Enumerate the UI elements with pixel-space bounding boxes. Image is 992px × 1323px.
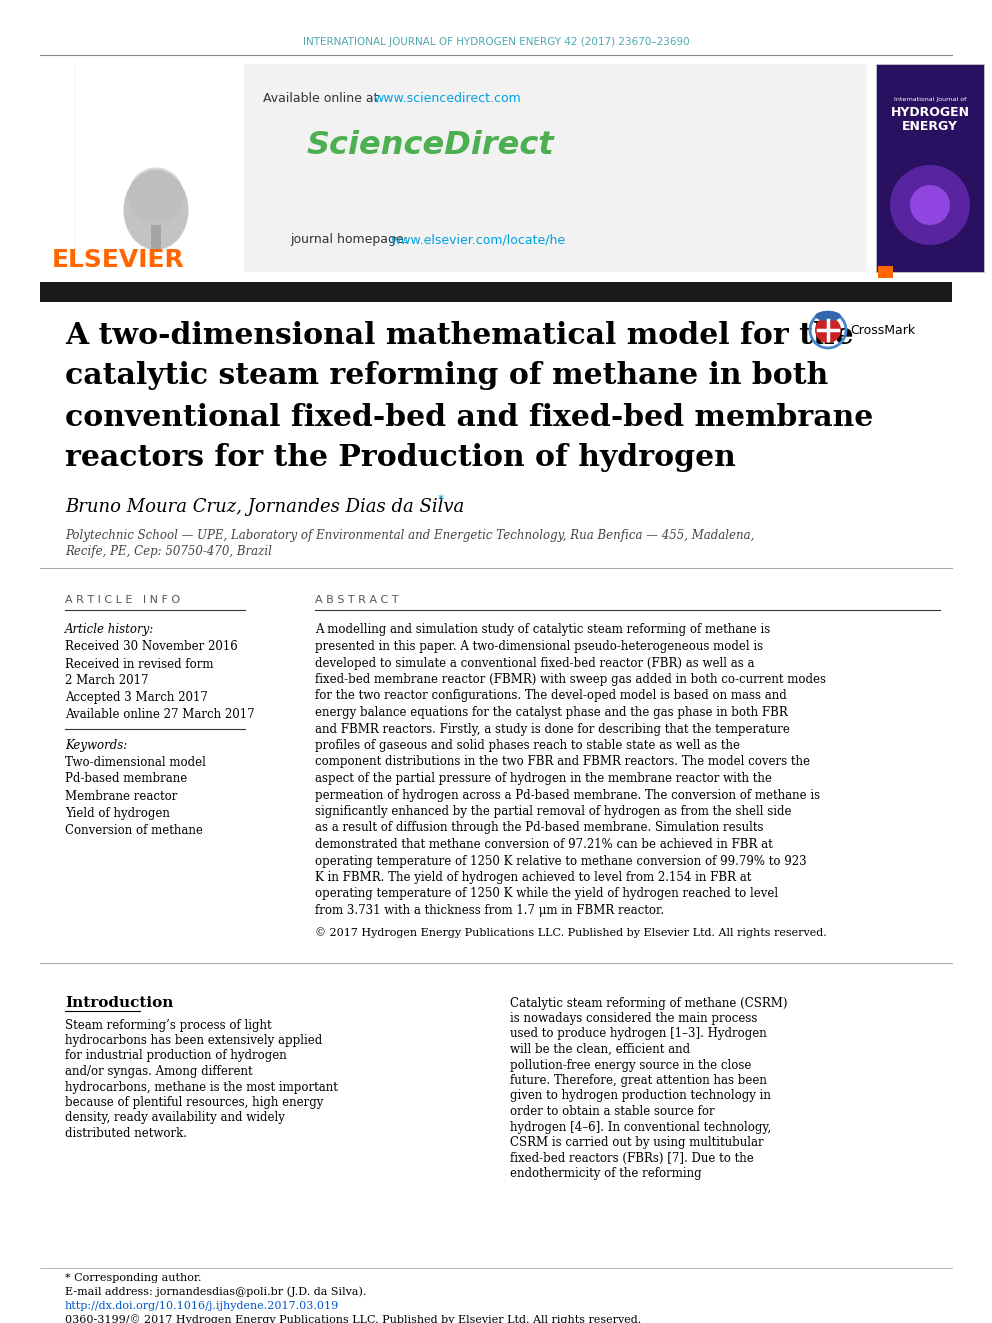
Text: ScienceDirect: ScienceDirect [307,130,554,160]
Text: Two-dimensional model: Two-dimensional model [65,755,206,769]
Text: energy balance equations for the catalyst phase and the gas phase in both FBR: energy balance equations for the catalys… [315,706,788,718]
Text: www.sciencedirect.com: www.sciencedirect.com [373,91,521,105]
Text: Received 30 November 2016: Received 30 November 2016 [65,640,238,654]
Text: component distributions in the two FBR and FBMR reactors. The model covers the: component distributions in the two FBR a… [315,755,810,769]
Text: CrossMark: CrossMark [850,324,916,336]
Ellipse shape [890,165,970,245]
Text: and FBMR reactors. Firstly, a study is done for describing that the temperature: and FBMR reactors. Firstly, a study is d… [315,722,790,736]
Text: developed to simulate a conventional fixed-bed reactor (FBR) as well as a: developed to simulate a conventional fix… [315,656,755,669]
Text: A modelling and simulation study of catalytic steam reforming of methane is: A modelling and simulation study of cata… [315,623,770,636]
Ellipse shape [910,185,950,225]
Text: International Journal of: International Journal of [894,98,966,102]
Text: because of plentiful resources, high energy: because of plentiful resources, high ene… [65,1095,323,1109]
Text: CSRM is carried out by using multitubular: CSRM is carried out by using multitubula… [510,1136,764,1148]
Text: endothermicity of the reforming: endothermicity of the reforming [510,1167,701,1180]
Text: reactors for the Production of hydrogen: reactors for the Production of hydrogen [65,443,736,472]
Text: www.elsevier.com/locate/he: www.elsevier.com/locate/he [390,233,565,246]
Text: http://dx.doi.org/10.1016/j.ijhydene.2017.03.019: http://dx.doi.org/10.1016/j.ijhydene.201… [65,1301,339,1311]
Ellipse shape [129,168,184,222]
Text: distributed network.: distributed network. [65,1127,187,1140]
Text: * Corresponding author.: * Corresponding author. [65,1273,201,1283]
Text: journal homepage:: journal homepage: [290,233,412,246]
Text: pollution-free energy source in the close: pollution-free energy source in the clos… [510,1058,751,1072]
Text: E-mail address: jornandesdias@poli.br (J.D. da Silva).: E-mail address: jornandesdias@poli.br (J… [65,1287,366,1298]
Text: conventional fixed-bed and fixed-bed membrane: conventional fixed-bed and fixed-bed mem… [65,402,873,431]
Text: fixed-bed reactors (FBRs) [7]. Due to the: fixed-bed reactors (FBRs) [7]. Due to th… [510,1151,754,1164]
Text: Bruno Moura Cruz, Jornandes Dias da Silva: Bruno Moura Cruz, Jornandes Dias da Silv… [65,497,464,516]
FancyBboxPatch shape [75,64,867,273]
Text: hydrocarbons has been extensively applied: hydrocarbons has been extensively applie… [65,1035,322,1046]
Text: Yield of hydrogen: Yield of hydrogen [65,807,170,819]
Text: and/or syngas. Among different: and/or syngas. Among different [65,1065,253,1078]
Text: profiles of gaseous and solid phases reach to stable state as well as the: profiles of gaseous and solid phases rea… [315,740,740,751]
Text: 0360-3199/© 2017 Hydrogen Energy Publications LLC. Published by Elsevier Ltd. Al: 0360-3199/© 2017 Hydrogen Energy Publica… [65,1315,641,1323]
Circle shape [815,318,841,343]
Ellipse shape [815,311,841,321]
Text: given to hydrogen production technology in: given to hydrogen production technology … [510,1090,771,1102]
Ellipse shape [123,169,188,250]
Text: Available online at: Available online at [263,91,383,105]
Text: Recife, PE, Cep: 50750-470, Brazil: Recife, PE, Cep: 50750-470, Brazil [65,545,272,558]
Text: from 3.731 with a thickness from 1.7 μm in FBMR reactor.: from 3.731 with a thickness from 1.7 μm … [315,904,664,917]
Text: Conversion of methane: Conversion of methane [65,823,203,836]
Text: for industrial production of hydrogen: for industrial production of hydrogen [65,1049,287,1062]
Text: A two-dimensional mathematical model for the: A two-dimensional mathematical model for… [65,320,854,349]
Text: Catalytic steam reforming of methane (CSRM): Catalytic steam reforming of methane (CS… [510,996,788,1009]
Text: Article history:: Article history: [65,623,154,636]
Text: aspect of the partial pressure of hydrogen in the membrane reactor with the: aspect of the partial pressure of hydrog… [315,773,772,785]
Text: hydrogen [4–6]. In conventional technology,: hydrogen [4–6]. In conventional technolo… [510,1121,771,1134]
FancyBboxPatch shape [40,282,952,302]
Text: is nowadays considered the main process: is nowadays considered the main process [510,1012,757,1025]
Bar [151,225,161,250]
Text: Steam reforming’s process of light: Steam reforming’s process of light [65,1019,272,1032]
Text: presented in this paper. A two-dimensional pseudo-heterogeneous model is: presented in this paper. A two-dimension… [315,640,763,654]
Text: as a result of diffusion through the Pd-based membrane. Simulation results: as a result of diffusion through the Pd-… [315,822,764,835]
Bar [878,266,893,278]
Text: demonstrated that methane conversion of 97.21% can be achieved in FBR at: demonstrated that methane conversion of … [315,837,773,851]
Text: will be the clean, efficient and: will be the clean, efficient and [510,1043,690,1056]
Text: Pd-based membrane: Pd-based membrane [65,773,187,786]
Text: Polytechnic School — UPE, Laboratory of Environmental and Energetic Technology, : Polytechnic School — UPE, Laboratory of … [65,528,754,541]
Text: operating temperature of 1250 K relative to methane conversion of 99.79% to 923: operating temperature of 1250 K relative… [315,855,806,868]
Text: A R T I C L E   I N F O: A R T I C L E I N F O [65,595,181,605]
Text: future. Therefore, great attention has been: future. Therefore, great attention has b… [510,1074,767,1088]
Text: *: * [438,493,444,507]
Text: © 2017 Hydrogen Energy Publications LLC. Published by Elsevier Ltd. All rights r: © 2017 Hydrogen Energy Publications LLC.… [315,927,826,938]
Text: Accepted 3 March 2017: Accepted 3 March 2017 [65,692,208,705]
FancyBboxPatch shape [876,64,984,273]
Text: catalytic steam reforming of methane in both: catalytic steam reforming of methane in … [65,361,828,390]
Text: Received in revised form: Received in revised form [65,658,213,671]
Text: ENERGY: ENERGY [902,119,958,132]
Text: significantly enhanced by the partial removal of hydrogen as from the shell side: significantly enhanced by the partial re… [315,804,792,818]
Text: ELSEVIER: ELSEVIER [52,247,185,273]
Text: order to obtain a stable source for: order to obtain a stable source for [510,1105,714,1118]
Text: Keywords:: Keywords: [65,738,127,751]
Text: Available online 27 March 2017: Available online 27 March 2017 [65,709,255,721]
Text: for the two reactor configurations. The devel-oped model is based on mass and: for the two reactor configurations. The … [315,689,787,703]
Text: fixed-bed membrane reactor (FBMR) with sweep gas added in both co-current modes: fixed-bed membrane reactor (FBMR) with s… [315,673,826,687]
Bar [76,64,244,273]
Text: K in FBMR. The yield of hydrogen achieved to level from 2.154 in FBR at: K in FBMR. The yield of hydrogen achieve… [315,871,751,884]
Text: Membrane reactor: Membrane reactor [65,790,178,803]
Text: used to produce hydrogen [1–3]. Hydrogen: used to produce hydrogen [1–3]. Hydrogen [510,1028,767,1040]
Text: INTERNATIONAL JOURNAL OF HYDROGEN ENERGY 42 (2017) 23670–23690: INTERNATIONAL JOURNAL OF HYDROGEN ENERGY… [303,37,689,48]
Text: HYDROGEN: HYDROGEN [891,106,969,119]
Text: density, ready availability and widely: density, ready availability and widely [65,1111,285,1125]
Text: Introduction: Introduction [65,996,174,1009]
Text: permeation of hydrogen across a Pd-based membrane. The conversion of methane is: permeation of hydrogen across a Pd-based… [315,789,820,802]
Text: A B S T R A C T: A B S T R A C T [315,595,399,605]
Text: hydrocarbons, methane is the most important: hydrocarbons, methane is the most import… [65,1081,338,1094]
Text: 2 March 2017: 2 March 2017 [65,675,149,688]
Text: operating temperature of 1250 K while the yield of hydrogen reached to level: operating temperature of 1250 K while th… [315,888,778,901]
